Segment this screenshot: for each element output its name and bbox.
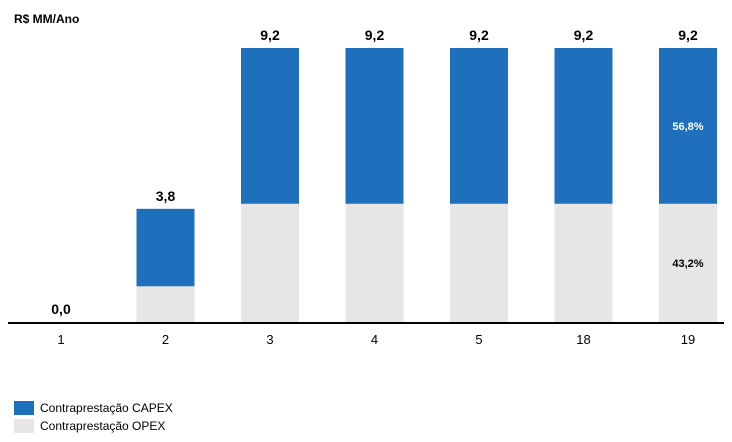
bar-capex-5: [450, 48, 508, 204]
legend: Contraprestação CAPEX Contraprestação OP…: [14, 400, 173, 436]
legend-label-capex: Contraprestação CAPEX: [40, 401, 173, 415]
legend-label-opex: Contraprestação OPEX: [40, 419, 166, 433]
share-label-opex: 43,2%: [672, 258, 703, 270]
share-label-capex: 56,8%: [672, 121, 703, 133]
total-label-5: 9,2: [469, 27, 489, 43]
legend-swatch-capex: [14, 401, 34, 415]
category-label-18: 18: [576, 332, 590, 347]
total-label-19: 9,2: [678, 27, 698, 43]
bar-opex-2: [136, 286, 195, 322]
total-label-2: 3,8: [156, 188, 176, 204]
total-label-3: 9,2: [260, 27, 280, 43]
bar-capex-19: [659, 48, 717, 204]
total-label-1: 0,0: [51, 301, 71, 317]
total-label-18: 9,2: [574, 27, 594, 43]
bar-capex-3: [241, 48, 299, 204]
total-label-4: 9,2: [365, 27, 385, 43]
legend-item-opex: Contraprestação OPEX: [14, 418, 173, 434]
category-label-19: 19: [681, 332, 695, 347]
bar-opex-5: [450, 203, 508, 322]
category-label-1: 1: [57, 332, 64, 347]
category-label-3: 3: [266, 332, 273, 347]
stacked-bar-chart: 0,0 1 3,8 2 9,2 3 9,2 4 9,2 5 9,2 18 9,2 19 56,8% 43,2%: [8, 27, 724, 347]
bar-opex-19: [659, 203, 717, 322]
legend-item-capex: Contraprestação CAPEX: [14, 400, 173, 416]
bar-opex-3: [241, 203, 299, 322]
bar-capex-2: [136, 208, 195, 287]
y-axis-label: R$ MM/Ano: [14, 12, 80, 26]
category-label-2: 2: [162, 332, 169, 347]
bar-capex-4: [345, 48, 404, 204]
bar-opex-18: [554, 203, 613, 322]
category-label-5: 5: [475, 332, 482, 347]
legend-swatch-opex: [14, 419, 34, 433]
bar-opex-4: [345, 203, 404, 322]
category-label-4: 4: [371, 332, 378, 347]
bar-capex-18: [554, 48, 613, 204]
